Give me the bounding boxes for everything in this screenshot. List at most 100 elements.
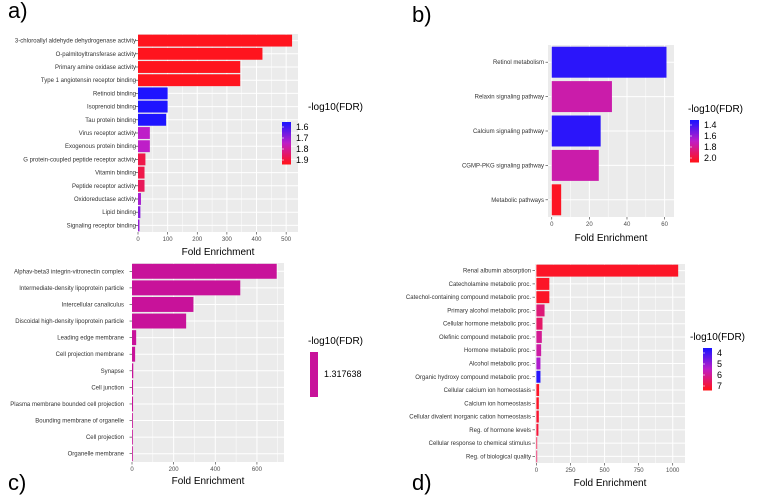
bar	[536, 450, 538, 463]
legend-colorbar-segment	[690, 134, 699, 136]
legend-colorbar-segment	[282, 126, 291, 129]
category-label: Bounding membrane of organelle	[35, 419, 124, 425]
bar	[536, 370, 541, 383]
category-label: Primary amine oxidase activity	[55, 65, 136, 71]
category-label: Catecholamine metabolic proc.	[449, 282, 532, 288]
category-label: Retinoid binding	[93, 91, 136, 97]
panel-a: a) 3-chloroallyl aldehyde dehydrogenase a…	[8, 0, 363, 258]
bar	[138, 206, 141, 219]
legend-colorbar-segment	[690, 146, 699, 149]
bar	[536, 423, 539, 436]
bar	[551, 149, 599, 181]
bar	[536, 317, 543, 330]
x-tick-label: 0	[136, 237, 140, 243]
x-tick-label: 100	[163, 237, 174, 243]
legend-label: 1.9	[296, 155, 309, 165]
legend-colorbar-segment	[703, 387, 712, 390]
bar	[138, 87, 168, 100]
legend-colorbar-segment	[282, 140, 291, 143]
legend-colorbar-segment	[703, 356, 712, 359]
legend-colorbar-segment	[703, 377, 712, 380]
bar	[132, 429, 133, 445]
bar	[138, 127, 150, 139]
legend-colorbar-segment	[703, 366, 712, 369]
legend-colorbar-segment	[690, 120, 699, 122]
legend-colorbar-segment	[703, 353, 712, 356]
category-label: Alphav-beta3 integrin-vitronectin comple…	[14, 269, 124, 275]
bar	[132, 313, 187, 329]
panel-c: c) Alphav-beta3 integrin-vitronectin comp…	[8, 263, 363, 495]
bar	[536, 384, 540, 397]
bar	[536, 304, 545, 317]
category-label: Cellular calcium ion homeostasis	[444, 388, 531, 394]
category-label: Lipid binding	[102, 210, 136, 216]
legend-colorbar-segment	[690, 157, 699, 160]
legend-colorbar-segment	[690, 132, 699, 135]
category-label: Cell projection	[86, 435, 124, 441]
bar	[132, 446, 133, 462]
x-axis-title: Fold Enrichment	[182, 247, 255, 258]
legend-label: 1.8	[296, 144, 309, 154]
legend-colorbar-segment	[690, 150, 699, 153]
bar	[551, 81, 612, 113]
legend-colorbar-segment	[703, 364, 712, 367]
bar	[536, 264, 679, 277]
legend-title: -log10(FDR)	[690, 332, 745, 343]
category-label: Relaxin signaling pathway	[475, 95, 544, 101]
legend-colorbar-segment	[703, 350, 712, 353]
legend-colorbar-segment	[703, 363, 712, 366]
legend-colorbar-segment	[282, 127, 291, 130]
bar	[138, 34, 293, 47]
bar	[132, 346, 136, 362]
legend-colorbar-segment	[282, 145, 291, 148]
legend-colorbar-segment	[690, 125, 699, 128]
legend-colorbar-segment	[703, 348, 712, 350]
legend-colorbar-segment	[282, 123, 291, 126]
x-axis-title: Fold Enrichment	[574, 478, 647, 489]
category-label: 3-chloroallyl aldehyde dehydrogenase act…	[15, 39, 136, 45]
legend-colorbar-segment	[703, 383, 712, 385]
legend-colorbar-segment	[282, 144, 291, 147]
bar	[138, 61, 241, 73]
legend-colorbar-segment	[282, 131, 291, 134]
category-label: Vitamin binding	[95, 171, 136, 177]
category-label: Olefinic compound metabolic proc.	[439, 335, 531, 341]
legend-colorbar-segment	[282, 136, 291, 138]
bar	[138, 74, 241, 87]
legend-colorbar-segment	[703, 352, 712, 355]
x-tick-label: 300	[222, 237, 233, 243]
bar	[138, 179, 145, 192]
category-label: Tau protein binding	[85, 118, 136, 124]
x-tick-label: 0	[535, 468, 539, 474]
bar	[138, 47, 263, 60]
x-tick-label: 250	[565, 468, 576, 474]
category-label: Reg. of hormone levels	[469, 428, 531, 434]
category-label: Leading edge membrane	[57, 336, 124, 342]
bar	[536, 291, 550, 304]
bar	[132, 263, 277, 279]
legend-colorbar-segment	[282, 122, 291, 124]
bar	[138, 113, 167, 126]
legend-colorbar-segment	[282, 147, 291, 150]
x-tick-label: 500	[281, 237, 292, 243]
x-tick-label: 400	[252, 237, 263, 243]
x-tick-label: 600	[252, 467, 263, 473]
category-label: Calcium signaling pathway	[473, 129, 544, 135]
legend-colorbar-segment	[282, 158, 291, 161]
legend-colorbar-segment	[703, 385, 712, 388]
legend-colorbar-segment	[282, 134, 291, 137]
legend-colorbar-segment	[703, 355, 712, 357]
category-label: Cell projection membrane	[56, 352, 125, 358]
bar	[132, 379, 134, 395]
legend-label: 2.0	[704, 153, 717, 163]
legend-colorbar-segment	[282, 138, 291, 141]
x-tick-label: 0	[550, 222, 554, 228]
x-tick-label: 200	[169, 467, 180, 473]
category-label: Discoidal high-density lipoprotein parti…	[15, 319, 124, 325]
bar	[132, 396, 134, 412]
category-label: Primary alcohol metabolic proc.	[447, 308, 531, 314]
bar	[138, 100, 168, 113]
bar	[551, 184, 562, 216]
legend-colorbar-segment	[690, 127, 699, 129]
bar	[536, 277, 550, 290]
